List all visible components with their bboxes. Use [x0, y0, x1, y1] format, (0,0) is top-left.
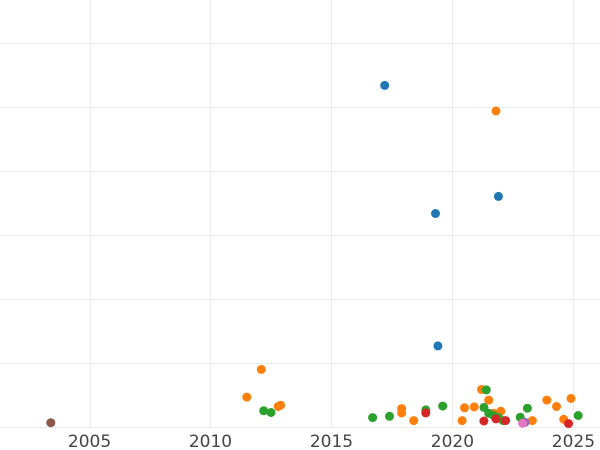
data-point [522, 403, 532, 413]
data-point [385, 411, 394, 421]
data-point [460, 403, 469, 413]
data-point [566, 393, 576, 403]
data-point [552, 402, 561, 411]
data-point [518, 418, 528, 428]
data-points [46, 80, 583, 429]
data-point [457, 416, 467, 426]
data-point [259, 406, 269, 416]
x-tick-label: 2010 [189, 432, 232, 450]
grid [0, 0, 600, 428]
data-point [266, 408, 276, 417]
data-point [501, 416, 511, 426]
x-axis: 2005 2010 2015 2020 2025 [68, 432, 595, 450]
data-point [380, 80, 390, 90]
data-point [573, 411, 583, 420]
data-point [491, 414, 501, 424]
data-point [46, 418, 56, 428]
x-tick-label: 2025 [552, 432, 595, 450]
data-point [542, 395, 552, 405]
data-point [469, 402, 479, 412]
data-point [431, 209, 440, 218]
data-point [484, 395, 494, 405]
data-point [242, 392, 252, 402]
data-point [527, 416, 537, 426]
data-point [491, 106, 501, 116]
data-point [409, 416, 419, 426]
data-point [433, 341, 443, 351]
x-tick-label: 2020 [431, 432, 474, 450]
data-point [493, 191, 503, 201]
data-point [276, 400, 286, 410]
data-point [481, 385, 491, 395]
data-point [438, 401, 448, 411]
data-point [421, 408, 431, 418]
data-point [564, 419, 573, 429]
data-point [256, 364, 266, 374]
data-point [479, 416, 489, 426]
data-point [368, 413, 378, 423]
x-tick-label: 2005 [68, 432, 111, 450]
data-point [397, 404, 407, 414]
x-tick-label: 2015 [310, 432, 353, 450]
